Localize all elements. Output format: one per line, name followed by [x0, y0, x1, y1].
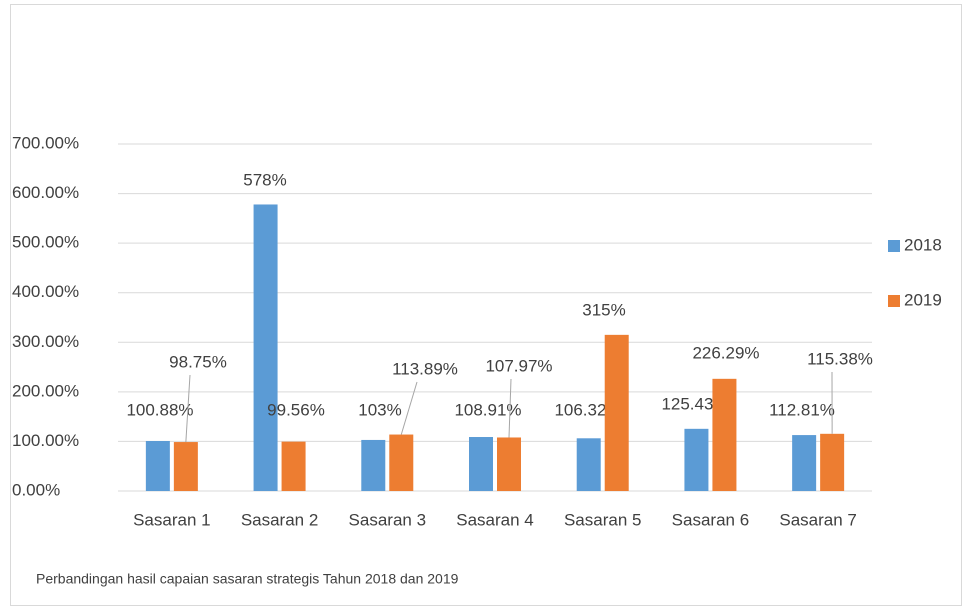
y-tick-label: 200.00% — [12, 381, 79, 400]
leader-line — [400, 381, 418, 435]
y-tick-label: 400.00% — [12, 282, 79, 301]
data-label: 113.89% — [392, 359, 458, 378]
x-tick-label: Sasaran 1 — [133, 510, 211, 529]
legend-swatch — [888, 295, 900, 307]
data-label: 578% — [243, 170, 286, 189]
data-label: 112.81% — [769, 400, 835, 419]
leader-line — [185, 374, 191, 443]
y-tick-label: 700.00% — [12, 133, 79, 152]
data-label: 108.91% — [454, 400, 521, 419]
bar — [145, 440, 170, 491]
bar — [684, 428, 709, 491]
bar — [281, 441, 306, 491]
data-label: 100.88% — [126, 400, 193, 419]
data-label: 115.38% — [807, 349, 873, 368]
data-label: 98.75% — [169, 352, 227, 371]
bar — [604, 334, 629, 491]
bar — [253, 204, 278, 491]
x-tick-label: Sasaran 5 — [564, 510, 642, 529]
y-tick-label: 300.00% — [12, 332, 79, 351]
x-tick-label: Sasaran 2 — [241, 510, 319, 529]
bar — [820, 433, 845, 491]
chart-frame — [10, 4, 962, 606]
bar — [497, 437, 521, 491]
leader-line — [508, 378, 512, 438]
x-tick-label: Sasaran 3 — [349, 510, 427, 529]
bar — [173, 442, 198, 491]
data-label: 125.43% — [661, 394, 728, 413]
legend-label: 2018 — [904, 235, 942, 254]
data-label: 99.56% — [267, 400, 325, 419]
legend-swatch — [888, 240, 900, 252]
bar — [361, 439, 386, 491]
y-tick-label: 100.00% — [12, 431, 79, 450]
data-label: 103% — [358, 400, 401, 419]
bar — [712, 378, 737, 491]
bar — [792, 435, 817, 491]
bar — [469, 437, 493, 491]
legend-label: 2019 — [904, 290, 942, 309]
caption: Perbandingan hasil capaian sasaran strat… — [36, 571, 459, 587]
y-tick-label: 500.00% — [12, 233, 79, 252]
y-tick-label: 600.00% — [12, 183, 79, 202]
data-label: 226.29% — [692, 343, 759, 362]
x-tick-label: Sasaran 4 — [456, 510, 534, 529]
y-tick-label: 0.00% — [12, 480, 60, 499]
bar — [576, 438, 601, 491]
x-tick-label: Sasaran 6 — [672, 510, 750, 529]
data-label: 107.97% — [485, 356, 552, 375]
data-label: 315% — [582, 300, 625, 319]
bar — [389, 434, 414, 491]
x-tick-label: Sasaran 7 — [779, 510, 857, 529]
